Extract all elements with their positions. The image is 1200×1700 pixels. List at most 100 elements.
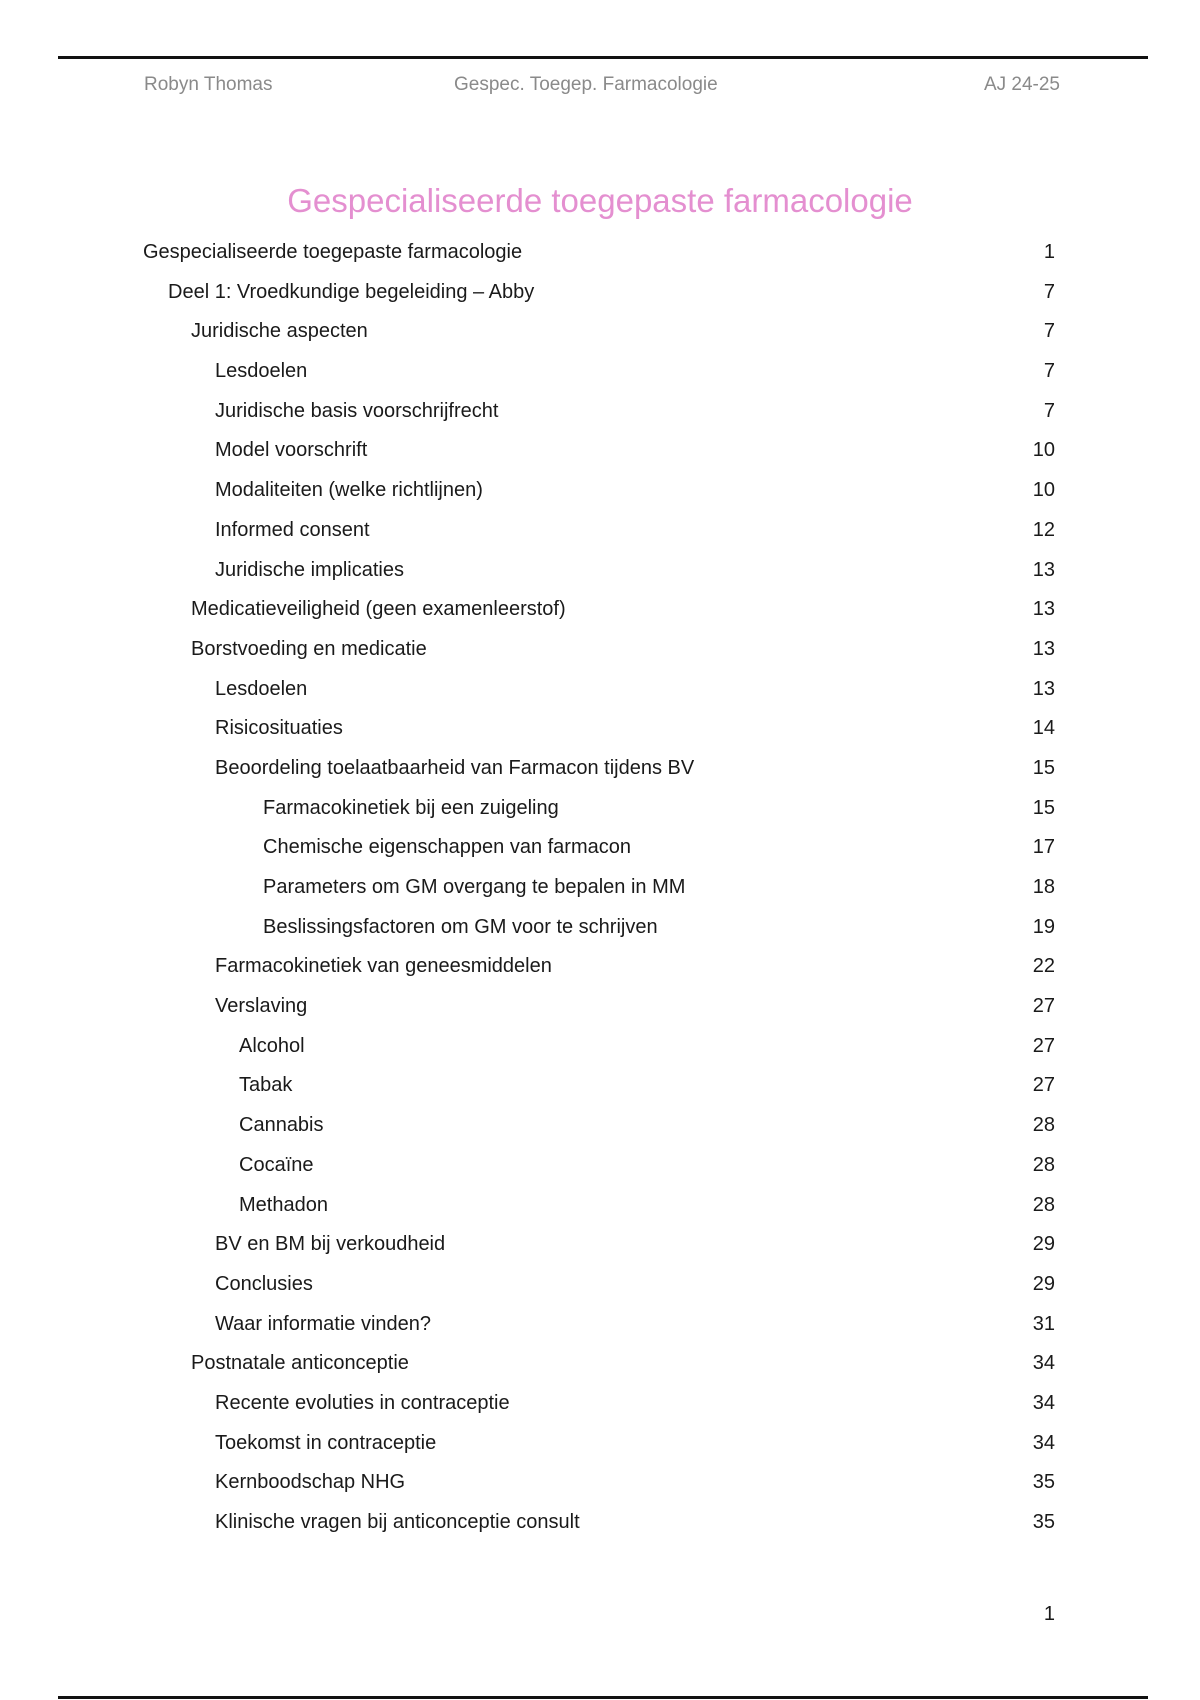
toc-entry[interactable]: Farmacokinetiek van geneesmiddelen 22 xyxy=(0,952,1200,992)
toc-entry-page: 15 xyxy=(1032,796,1055,819)
toc-entry-page: 22 xyxy=(1032,955,1055,978)
toc-entry-page: 34 xyxy=(1032,1352,1055,1375)
toc-entry-label: Juridische aspecten xyxy=(191,320,368,343)
toc-entry[interactable]: Beslissingsfactoren om GM voor te schrij… xyxy=(0,913,1200,953)
toc-entry-label: Borstvoeding en medicatie xyxy=(191,637,427,660)
toc-entry-page: 28 xyxy=(1032,1114,1055,1137)
toc-entry[interactable]: Recente evoluties in contraceptie 34 xyxy=(0,1389,1200,1429)
toc-entry-page: 12 xyxy=(1032,518,1055,541)
toc-entry[interactable]: Verslaving 27 xyxy=(0,992,1200,1032)
toc-entry-page: 1 xyxy=(1043,241,1055,263)
toc-entry[interactable]: Gespecialiseerde toegepaste farmacologie… xyxy=(0,238,1200,278)
toc-entry-page: 34 xyxy=(1032,1431,1055,1454)
toc-entry[interactable]: Medicatieveiligheid (geen examenleerstof… xyxy=(0,595,1200,635)
footer-rule xyxy=(58,1696,1148,1699)
header-rule xyxy=(58,56,1148,59)
toc-entry-page: 35 xyxy=(1032,1511,1055,1533)
toc-entry-label: Tabak xyxy=(239,1074,293,1097)
toc-entry-label: Parameters om GM overgang te bepalen in … xyxy=(263,876,686,898)
toc-entry-page: 35 xyxy=(1032,1471,1055,1494)
toc-entry-label: Cocaïne xyxy=(239,1153,314,1176)
toc-entry-page: 7 xyxy=(1043,399,1055,422)
toc-entry-page: 27 xyxy=(1032,995,1055,1018)
toc-entry-label: Verslaving xyxy=(215,995,308,1018)
toc-entry-label: Gespecialiseerde toegepaste farmacologie xyxy=(143,241,523,263)
toc-title: Gespecialiseerde toegepaste farmacologie xyxy=(287,182,913,219)
toc-entry[interactable]: Klinische vragen bij anticonceptie consu… xyxy=(0,1508,1200,1548)
toc-entry[interactable]: Conclusies 29 xyxy=(0,1270,1200,1310)
toc-entry[interactable]: Cannabis 28 xyxy=(0,1111,1200,1151)
toc-entry-page: 13 xyxy=(1032,637,1055,660)
toc-entry[interactable]: Model voorschrift 10 xyxy=(0,436,1200,476)
toc-entry-page: 13 xyxy=(1032,677,1055,700)
toc-entry-label: Methadon xyxy=(239,1193,328,1216)
header-course: Gespec. Toegep. Farmacologie xyxy=(454,74,718,95)
toc-entry-label: Klinische vragen bij anticonceptie consu… xyxy=(215,1511,580,1533)
toc-entry-label: BV en BM bij verkoudheid xyxy=(215,1233,446,1256)
toc-entry-label: Alcohol xyxy=(239,1034,305,1057)
toc-entry[interactable]: Deel 1: Vroedkundige begeleiding – Abby 7 xyxy=(0,278,1200,318)
toc-entry-label: Risicosituaties xyxy=(215,717,343,740)
toc-entry[interactable]: Juridische aspecten 7 xyxy=(0,317,1200,357)
toc-entry-label: Model voorschrift xyxy=(215,439,368,462)
toc-entry-page: 27 xyxy=(1032,1034,1055,1057)
toc-entry-page: 28 xyxy=(1032,1153,1055,1176)
header-author: Robyn Thomas xyxy=(144,74,273,95)
toc-entry[interactable]: Juridische implicaties 13 xyxy=(0,556,1200,596)
toc-entry[interactable]: Waar informatie vinden? 31 xyxy=(0,1310,1200,1350)
toc-entry-label: Conclusies xyxy=(215,1272,313,1295)
toc-entry-page: 7 xyxy=(1043,280,1055,303)
toc-entry-label: Toekomst in contraceptie xyxy=(215,1431,437,1454)
toc-entry[interactable]: Kernboodschap NHG 35 xyxy=(0,1468,1200,1508)
header-year: AJ 24-25 xyxy=(983,74,1060,95)
toc-entry[interactable]: Juridische basis voorschrijfrecht 7 xyxy=(0,397,1200,437)
toc-entry[interactable]: Methadon 28 xyxy=(0,1191,1200,1231)
toc-entry-label: Modaliteiten (welke richtlijnen) xyxy=(215,479,483,502)
toc-entry-label: Postnatale anticonceptie xyxy=(191,1352,409,1375)
toc-entry[interactable]: Lesdoelen 7 xyxy=(0,357,1200,397)
toc-entry-label: Beoordeling toelaatbaarheid van Farmacon… xyxy=(215,756,695,779)
toc-entry-page: 7 xyxy=(1043,360,1055,383)
toc-entry-label: Lesdoelen xyxy=(215,677,308,700)
toc-entry[interactable]: Alcohol 27 xyxy=(0,1032,1200,1072)
page-number: 1 xyxy=(1043,1603,1055,1625)
toc-entry-page: 7 xyxy=(1043,320,1055,343)
toc-entry-label: Juridische implicaties xyxy=(215,558,404,581)
toc-entry[interactable]: Parameters om GM overgang te bepalen in … xyxy=(0,873,1200,913)
toc-entry-label: Cannabis xyxy=(239,1114,324,1137)
toc-entry-page: 13 xyxy=(1032,598,1055,621)
toc-entry-label: Deel 1: Vroedkundige begeleiding – Abby xyxy=(168,280,535,303)
toc-entry[interactable]: Lesdoelen 13 xyxy=(0,675,1200,715)
toc-entry-label: Farmacokinetiek bij een zuigeling xyxy=(263,796,559,819)
table-of-contents: Gespecialiseerde toegepaste farmacologie… xyxy=(0,238,1200,1548)
toc-entry-page: 10 xyxy=(1032,439,1055,462)
toc-entry-page: 34 xyxy=(1032,1391,1055,1414)
toc-entry[interactable]: Informed consent 12 xyxy=(0,516,1200,556)
toc-entry[interactable]: Risicosituaties 14 xyxy=(0,714,1200,754)
toc-entry-page: 15 xyxy=(1032,756,1055,779)
toc-entry[interactable]: Postnatale anticonceptie 34 xyxy=(0,1349,1200,1389)
toc-entry-label: Chemische eigenschappen van farmacon xyxy=(263,836,631,859)
toc-entry[interactable]: Beoordeling toelaatbaarheid van Farmacon… xyxy=(0,754,1200,794)
toc-entry[interactable]: Cocaïne 28 xyxy=(0,1151,1200,1191)
toc-entry-label: Farmacokinetiek van geneesmiddelen xyxy=(215,955,552,978)
toc-entry-page: 18 xyxy=(1032,876,1055,898)
toc-entry[interactable]: Toekomst in contraceptie 34 xyxy=(0,1429,1200,1469)
toc-entry[interactable]: Modaliteiten (welke richtlijnen) 10 xyxy=(0,476,1200,516)
toc-entry-label: Juridische basis voorschrijfrecht xyxy=(215,399,499,422)
toc-entry[interactable]: Borstvoeding en medicatie 13 xyxy=(0,635,1200,675)
toc-entry-page: 14 xyxy=(1032,717,1055,740)
toc-entry-page: 19 xyxy=(1032,915,1055,938)
toc-entry[interactable]: Tabak 27 xyxy=(0,1071,1200,1111)
toc-entry-page: 28 xyxy=(1032,1193,1055,1216)
toc-entry-page: 13 xyxy=(1032,558,1055,581)
toc-entry[interactable]: BV en BM bij verkoudheid 29 xyxy=(0,1230,1200,1270)
toc-entry-label: Recente evoluties in contraceptie xyxy=(215,1391,510,1414)
toc-entry-label: Lesdoelen xyxy=(215,360,308,383)
toc-entry[interactable]: Farmacokinetiek bij een zuigeling 15 xyxy=(0,794,1200,834)
toc-entry-page: 31 xyxy=(1032,1312,1055,1335)
toc-entry-label: Beslissingsfactoren om GM voor te schrij… xyxy=(263,915,658,938)
toc-entry[interactable]: Chemische eigenschappen van farmacon 17 xyxy=(0,833,1200,873)
toc-entry-page: 17 xyxy=(1032,836,1055,859)
toc-entry-label: Waar informatie vinden? xyxy=(215,1312,432,1335)
